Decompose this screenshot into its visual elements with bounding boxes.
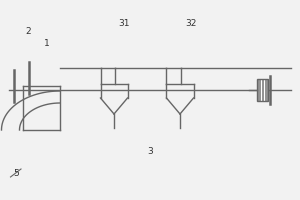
Text: 32: 32 bbox=[185, 20, 196, 28]
Text: 3: 3 bbox=[147, 148, 153, 156]
Text: 1: 1 bbox=[44, 40, 50, 48]
Text: 5: 5 bbox=[14, 170, 20, 178]
Text: 31: 31 bbox=[119, 20, 130, 28]
Text: 2: 2 bbox=[26, 27, 31, 36]
Bar bbox=[257, 79, 268, 101]
